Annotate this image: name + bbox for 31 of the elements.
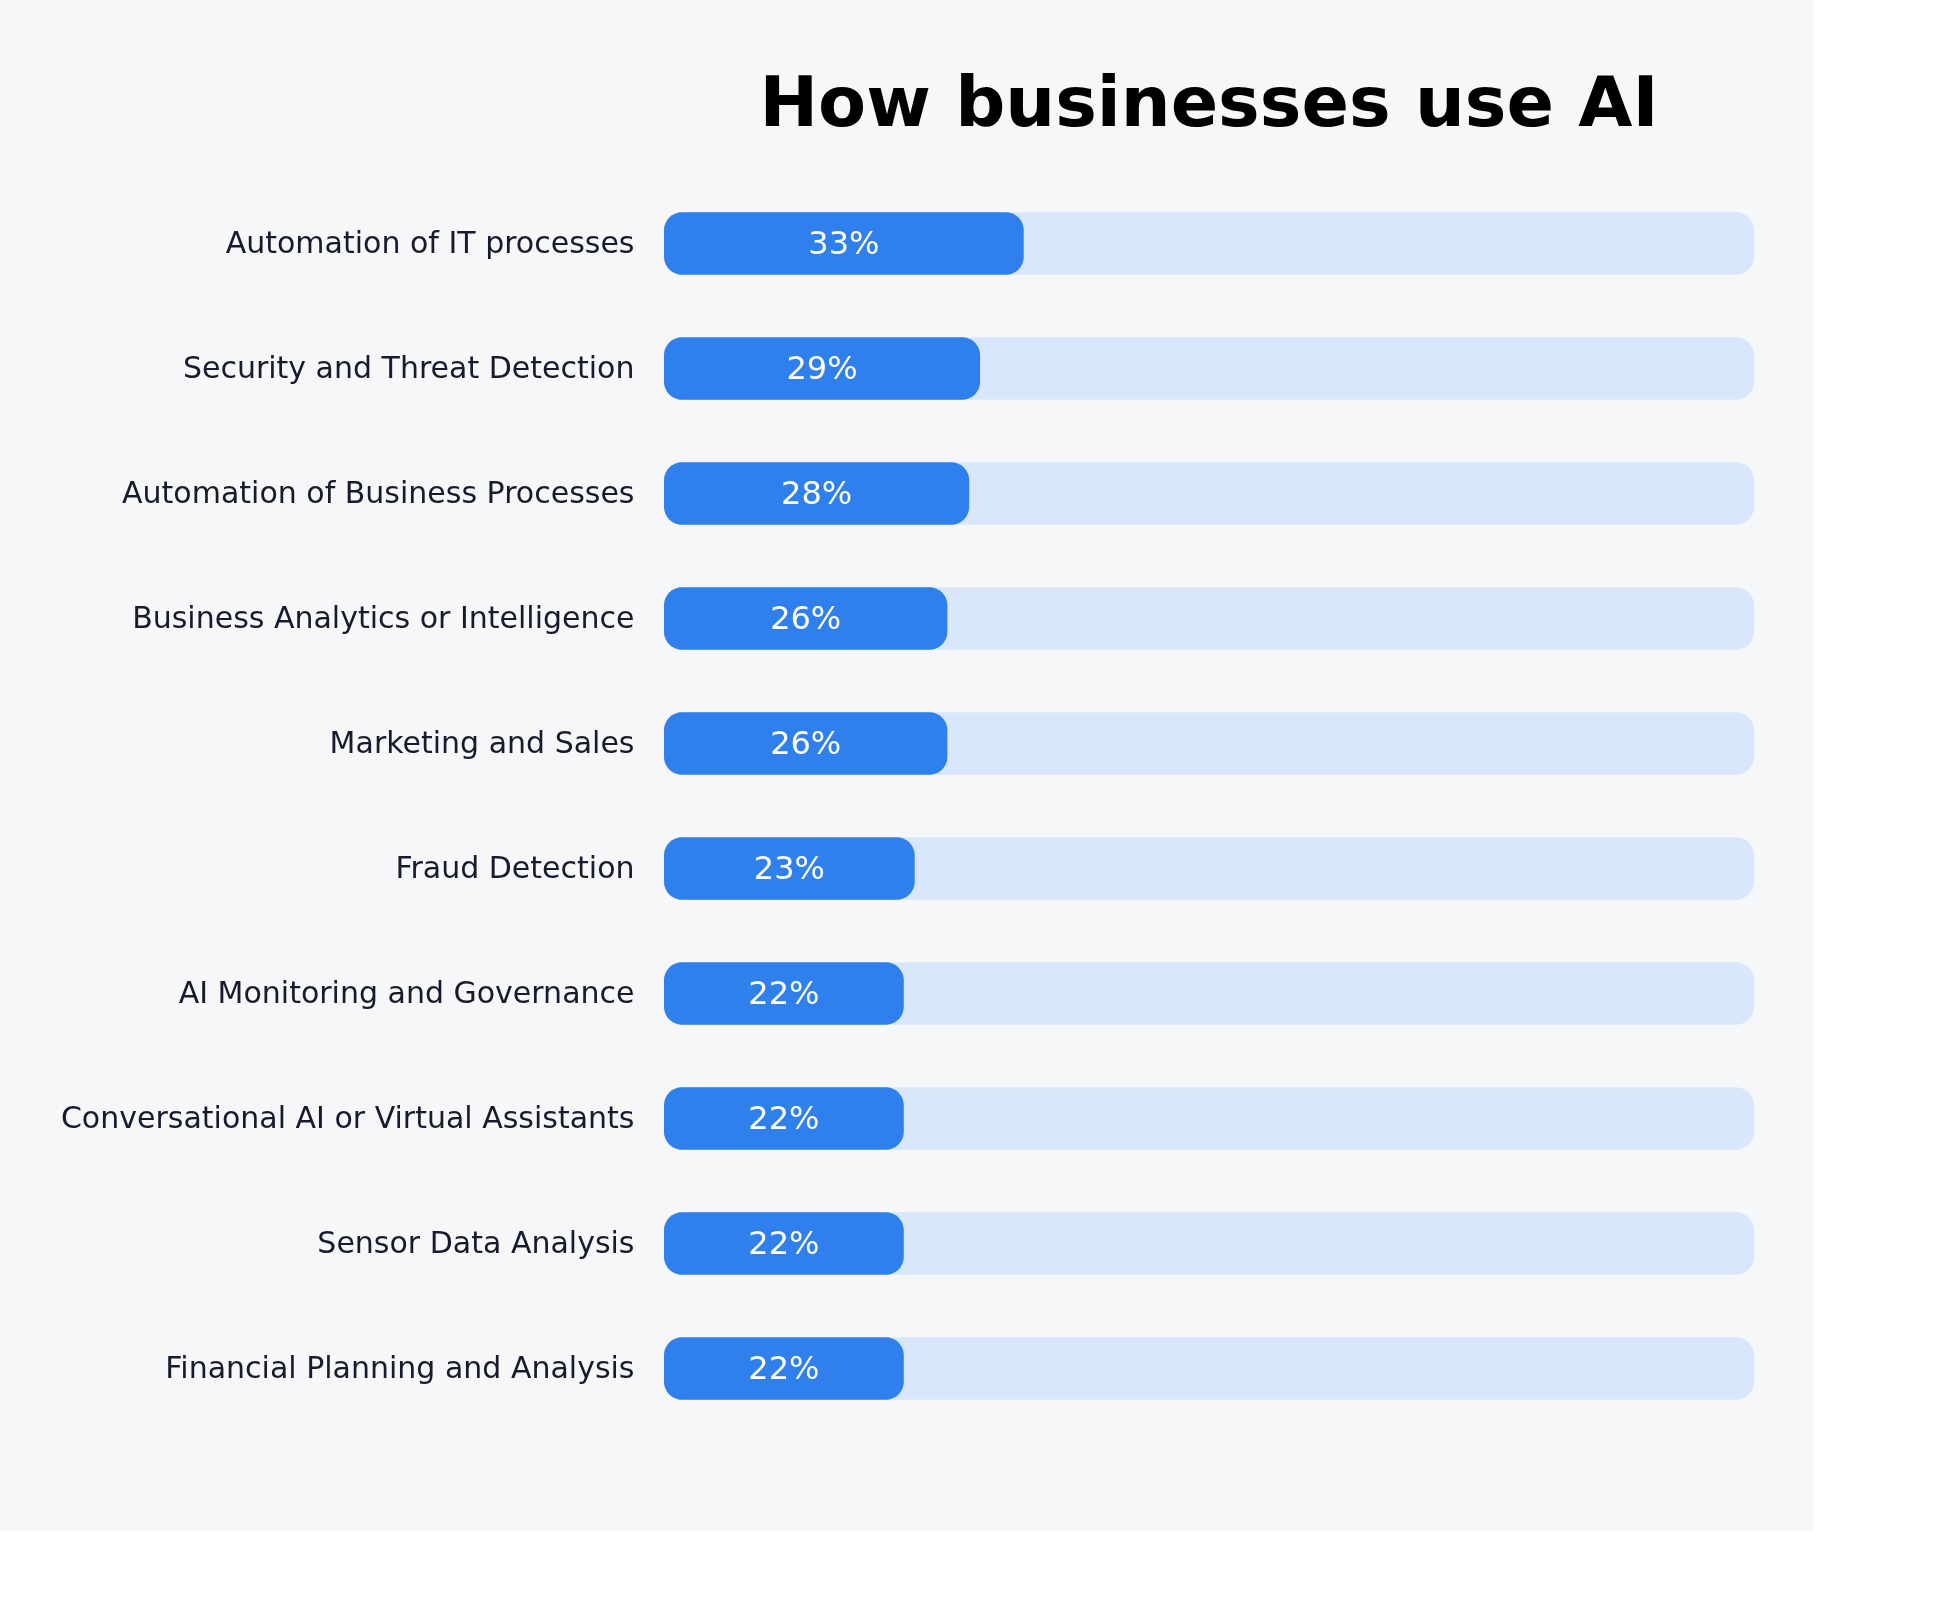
bar [664,1337,904,1400]
data-label: 22% [748,1098,820,1137]
y-tick-label: Financial Planning and Analysis [165,1349,635,1385]
y-tick-label: Fraud Detection [395,849,635,885]
data-label: 26% [770,598,842,637]
y-tick-label: Business Analytics or Intelligence [132,599,635,635]
bar [664,837,915,900]
data-label: 22% [748,1348,820,1387]
y-tick-label: Conversational AI or Virtual Assistants [60,1099,635,1135]
bar [664,587,948,650]
data-label: 26% [770,723,842,762]
bar [664,1212,904,1275]
bar [664,212,1024,275]
data-label: 22% [748,973,820,1012]
chart-title: How businesses use AI [759,61,1659,143]
data-label: 23% [753,848,825,887]
y-tick-label: Automation of IT processes [225,224,635,260]
data-label: 22% [748,1223,820,1262]
bar [664,962,904,1025]
data-label: 29% [786,348,858,387]
bar [664,712,948,775]
y-tick-label: Automation of Business Processes [122,474,635,510]
y-tick-label: Marketing and Sales [329,724,635,760]
bar [664,1087,904,1150]
y-tick-label: Security and Threat Detection [182,349,635,385]
y-tick-label: AI Monitoring and Governance [178,974,635,1010]
bar [664,462,970,525]
y-tick-label: Sensor Data Analysis [317,1224,635,1260]
bar [664,337,981,400]
data-label: 33% [808,223,880,262]
data-label: 28% [781,473,853,512]
